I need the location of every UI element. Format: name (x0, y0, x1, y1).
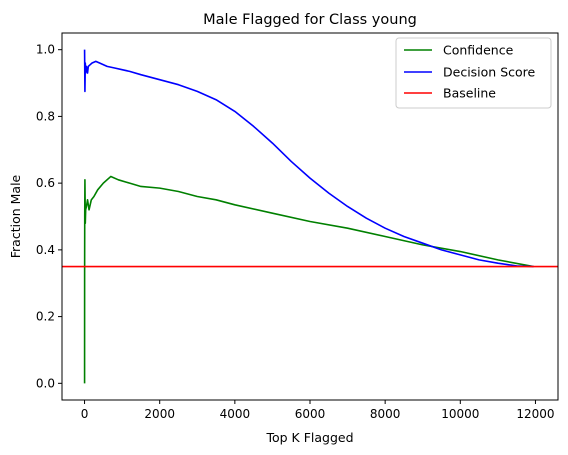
x-tick-label: 0 (81, 407, 89, 421)
legend-label-decision-score: Decision Score (443, 65, 536, 80)
y-tick-label: 0.2 (36, 310, 55, 324)
x-axis-label: Top K Flagged (265, 430, 353, 445)
legend-frame (395, 37, 552, 109)
y-tick-label: 1.0 (36, 43, 55, 57)
y-tick-label: 0.6 (36, 176, 55, 190)
chart-title: Male Flagged for Class young (203, 12, 417, 28)
x-axis-ticks: 0 2000 4000 6000 8000 10000 12000 (81, 400, 555, 421)
y-tick-label: 0.8 (36, 109, 55, 123)
x-tick-label: 12000 (516, 407, 554, 421)
series-line-confidence (83, 175, 534, 384)
x-tick-label: 6000 (295, 407, 326, 421)
legend: Confidence Decision Score Baseline (395, 37, 552, 109)
x-tick-label: 8000 (370, 407, 401, 421)
x-tick-label: 2000 (144, 407, 175, 421)
y-axis-ticks: 0.0 0.2 0.4 0.6 0.8 1.0 (36, 43, 62, 390)
x-tick-label: 10000 (441, 407, 479, 421)
x-tick-label: 4000 (220, 407, 251, 421)
legend-label-confidence: Confidence (443, 43, 514, 58)
y-axis-label: Fraction Male (8, 174, 23, 258)
series-line-decision-score (83, 49, 534, 268)
y-tick-label: 0.4 (36, 243, 55, 257)
y-tick-label: 0.0 (36, 376, 55, 390)
series-layer (62, 49, 558, 384)
legend-label-baseline: Baseline (443, 86, 496, 101)
